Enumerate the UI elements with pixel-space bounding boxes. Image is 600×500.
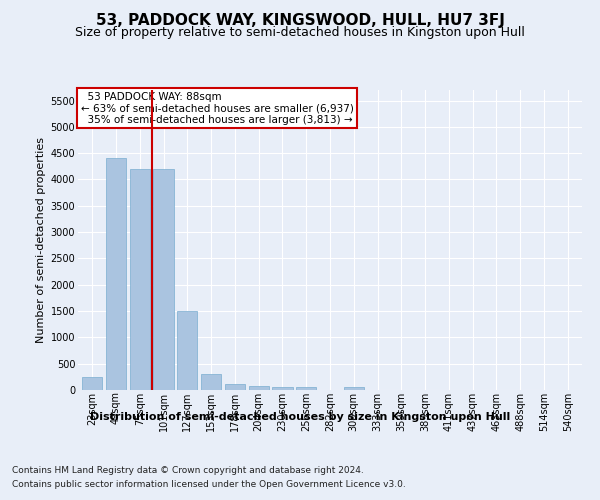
Text: 53 PADDOCK WAY: 88sqm
← 63% of semi-detached houses are smaller (6,937)
  35% of: 53 PADDOCK WAY: 88sqm ← 63% of semi-deta… [80, 92, 353, 124]
Bar [177, 311, 197, 390]
Text: Contains HM Land Registry data © Crown copyright and database right 2024.: Contains HM Land Registry data © Crown c… [12, 466, 364, 475]
Bar [82, 377, 103, 390]
Bar [106, 158, 126, 390]
Bar [272, 387, 293, 390]
Text: Contains public sector information licensed under the Open Government Licence v3: Contains public sector information licen… [12, 480, 406, 489]
Text: Distribution of semi-detached houses by size in Kingston upon Hull: Distribution of semi-detached houses by … [90, 412, 510, 422]
Bar [344, 388, 364, 390]
Bar [154, 169, 173, 390]
Bar [225, 384, 245, 390]
Text: 53, PADDOCK WAY, KINGSWOOD, HULL, HU7 3FJ: 53, PADDOCK WAY, KINGSWOOD, HULL, HU7 3F… [95, 12, 505, 28]
Bar [130, 169, 150, 390]
Y-axis label: Number of semi-detached properties: Number of semi-detached properties [37, 137, 46, 343]
Bar [296, 388, 316, 390]
Text: Size of property relative to semi-detached houses in Kingston upon Hull: Size of property relative to semi-detach… [75, 26, 525, 39]
Bar [248, 386, 269, 390]
Bar [201, 374, 221, 390]
